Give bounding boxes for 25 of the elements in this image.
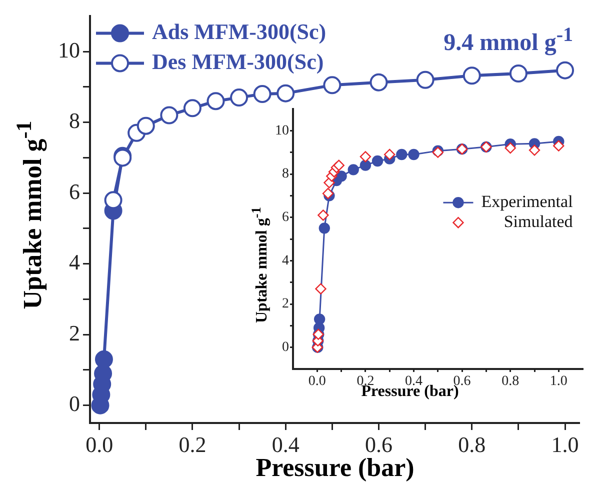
x-tick-label: 0.0 [308, 374, 326, 390]
legend-label: Experimental [481, 192, 574, 212]
x-tick-label: 0.0 [86, 432, 114, 457]
x-tick-label: 0.8 [458, 432, 486, 457]
legend-label: Des MFM-300(Sc) [152, 48, 324, 74]
y-tick-label: 0 [69, 391, 80, 416]
y-tick-label: 6 [69, 178, 80, 204]
y-tick-label: 8 [69, 108, 80, 134]
x-tick-label: 1.0 [551, 432, 579, 457]
y-tick-label: 2 [282, 296, 289, 312]
y-tick-label: 2 [69, 320, 80, 346]
legend-label: Ads MFM-300(Sc) [152, 18, 326, 44]
y-tick-label: 8 [282, 166, 289, 182]
x-tick-label: 0.4 [405, 374, 422, 390]
y-tick-label: 10 [58, 37, 80, 62]
y-tick-label: 0 [282, 340, 289, 356]
legend-label: Simulated [504, 212, 574, 232]
y-tick-label: 10 [275, 123, 289, 138]
y-tick-label: 6 [282, 210, 289, 226]
y-tick-label: 4 [69, 250, 80, 275]
x-tick-label: 0.8 [502, 374, 520, 390]
annotation: 9.4 mmol g$^{-1}$ [444, 24, 573, 57]
x-tick-label: 0.2 [178, 432, 206, 457]
x-tick-label: 1.0 [550, 374, 568, 390]
y-tick-label: 4 [282, 253, 289, 268]
